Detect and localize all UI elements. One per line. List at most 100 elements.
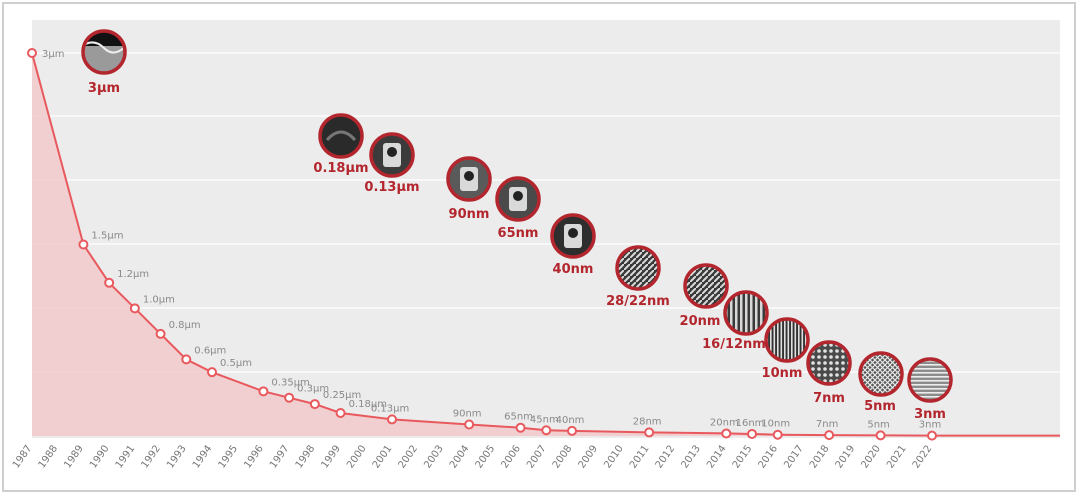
x-tick-label: 1996 — [242, 443, 266, 470]
data-label: 0.25µm — [323, 390, 361, 401]
badge-ring — [318, 113, 364, 159]
data-point — [284, 392, 295, 403]
x-tick-label: 2002 — [397, 443, 421, 470]
badge-image — [808, 342, 850, 384]
badge-trench-cross-section: 3µm — [81, 29, 127, 96]
x-tick-label: 1995 — [217, 443, 241, 470]
x-tick-label: 2004 — [448, 443, 472, 470]
data-point — [104, 277, 115, 288]
x-tick-label: 2009 — [577, 443, 601, 470]
data-label: 0.3µm — [297, 384, 329, 395]
data-label: 0.35µm — [271, 377, 309, 388]
data-label: 3nm — [919, 420, 941, 431]
series-line — [31, 52, 1060, 437]
badge-image — [320, 115, 362, 157]
badge-dark-gate-structure: 0.18µm — [313, 113, 369, 176]
x-tick-label: 2019 — [834, 443, 858, 470]
data-label: 65nm — [504, 412, 533, 423]
badge-vertical-lines: 16/12nm — [702, 290, 769, 352]
badge-label: 16/12nm — [702, 337, 766, 352]
x-tick-label: 2018 — [808, 443, 832, 470]
data-label: 7nm — [816, 419, 838, 430]
badge-crosshatch-pattern: 5nm — [858, 351, 904, 414]
badge-gate-trench: 40nm — [550, 213, 596, 277]
data-point — [927, 430, 937, 441]
badge-ring — [495, 176, 541, 222]
badge-ring — [369, 132, 415, 178]
x-tick-label: 2020 — [859, 443, 883, 470]
badge-image — [725, 292, 767, 334]
data-point — [129, 303, 140, 314]
badge-label: 90nm — [449, 207, 490, 222]
data-label: 1.0µm — [143, 294, 175, 305]
badge-label: 20nm — [680, 314, 721, 329]
badge-label: 0.13µm — [364, 180, 419, 195]
data-label: 45nm — [530, 414, 559, 425]
data-point — [309, 399, 320, 410]
x-tick-label: 1987 — [11, 443, 35, 470]
badge-ring — [723, 290, 769, 336]
badge-image — [860, 353, 902, 395]
x-tick-label: 1989 — [62, 443, 86, 470]
x-tick-label: 1990 — [88, 443, 112, 470]
badge-image-detail — [325, 130, 357, 142]
data-label: 0.8µm — [169, 320, 201, 331]
data-label: 0.5µm — [220, 358, 252, 369]
badge-label: 28/22nm — [606, 294, 670, 309]
badge-image-detail — [383, 143, 401, 167]
badge-gate-stack: 90nm — [446, 156, 492, 222]
data-label: 28nm — [633, 416, 662, 427]
data-label: 1.2µm — [117, 269, 149, 280]
data-point — [721, 428, 732, 439]
badge-ring — [907, 357, 953, 403]
data-label: 10nm — [761, 419, 790, 430]
badge-contact-hole: 65nm — [495, 176, 541, 241]
badge-mesh-pattern: 7nm — [806, 340, 852, 406]
badge-image-detail — [460, 167, 478, 191]
data-label: 0.6µm — [194, 345, 226, 356]
badge-image — [685, 265, 727, 307]
x-tick-label: 2006 — [499, 443, 523, 470]
data-point — [181, 354, 192, 365]
data-point — [644, 427, 655, 438]
x-tick-label: 1997 — [268, 443, 292, 470]
badge-label: 0.18µm — [313, 161, 368, 176]
badge-fin-array: 28/22nm — [606, 245, 670, 309]
badge-vertical-lines-fine: 10nm — [762, 317, 810, 381]
data-point — [155, 328, 166, 339]
badge-label: 5nm — [864, 399, 896, 414]
badge-label: 3nm — [914, 407, 946, 422]
data-point — [387, 414, 397, 425]
x-tick-label: 1991 — [114, 443, 138, 470]
data-point — [875, 430, 886, 441]
data-label: 20nm — [710, 417, 739, 428]
badge-ring — [858, 351, 904, 397]
badge-ring — [446, 156, 492, 202]
badge-ring — [683, 263, 729, 309]
x-tick-label: 2007 — [525, 443, 549, 470]
badge-label: 40nm — [553, 262, 594, 277]
data-point — [541, 425, 552, 436]
badge-image — [617, 247, 659, 289]
x-tick-label: 2021 — [885, 443, 909, 470]
data-point — [464, 419, 475, 430]
x-tick-label: 2011 — [628, 443, 652, 470]
data-label: 16nm — [736, 418, 765, 429]
badge-ring — [764, 317, 810, 363]
x-tick-label: 2012 — [654, 443, 678, 470]
x-tick-label: 2005 — [474, 443, 498, 470]
badge-image-detail — [564, 224, 582, 248]
data-point — [78, 239, 89, 250]
data-point — [567, 425, 577, 436]
x-tick-label: 2000 — [345, 443, 369, 470]
x-tick-label: 2010 — [602, 443, 626, 470]
x-tick-label: 2022 — [911, 443, 935, 470]
x-tick-label: 2015 — [731, 443, 755, 470]
x-tick-label: 2001 — [371, 443, 395, 470]
x-tick-label: 2008 — [551, 443, 575, 470]
badge-ring — [81, 29, 127, 75]
x-tick-label: 2017 — [782, 443, 806, 470]
badge-image — [766, 319, 808, 361]
x-tick-label: 1999 — [319, 443, 343, 470]
